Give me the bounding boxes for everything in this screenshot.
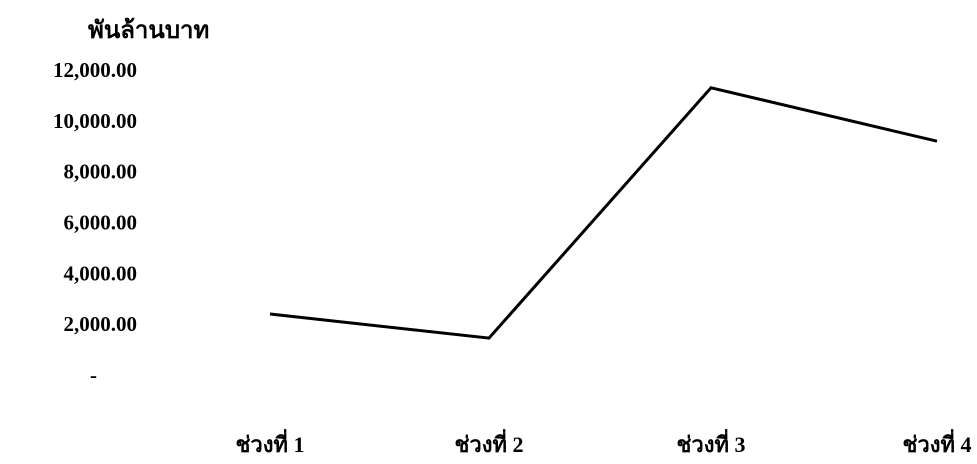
x-tick-label: ช่วงที่ 4 xyxy=(902,428,971,457)
x-tick-label: ช่วงที่ 2 xyxy=(454,428,523,457)
x-axis-ticks: ช่วงที่ 1 ช่วงที่ 2 ช่วงที่ 3 ช่วงที่ 4 xyxy=(235,428,971,457)
y-axis-label: พันล้านบาท xyxy=(88,17,209,44)
x-tick-label: ช่วงที่ 1 xyxy=(235,428,304,457)
y-tick-label: - xyxy=(90,363,97,387)
y-tick-label: 6,000.00 xyxy=(64,211,138,235)
y-axis-label-layer: พันล้านบาท xyxy=(88,17,209,44)
y-axis-ticks: 12,000.00 10,000.00 8,000.00 6,000.00 4,000.… xyxy=(53,58,137,387)
x-tick-label: ช่วงที่ 3 xyxy=(676,428,745,457)
series-layer xyxy=(270,88,937,338)
y-tick-label: 12,000.00 xyxy=(53,58,137,82)
y-tick-label: 2,000.00 xyxy=(64,312,138,336)
y-tick-label: 10,000.00 xyxy=(53,109,137,133)
series-line xyxy=(270,88,937,338)
y-tick-label: 8,000.00 xyxy=(64,160,138,184)
y-tick-label: 4,000.00 xyxy=(64,261,138,285)
